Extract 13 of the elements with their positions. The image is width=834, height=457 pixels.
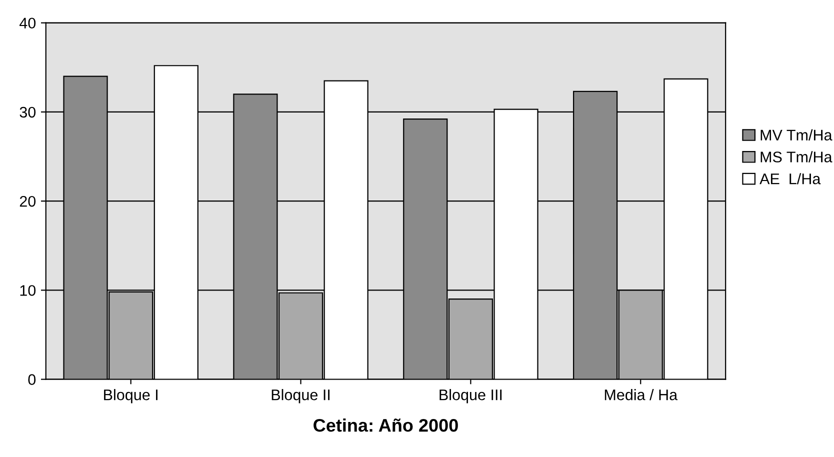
y-tick-label: 20 [20,196,36,207]
text: Cetina: Año 2000 [314,418,458,432]
x-tick-label: Bloque II [272,389,330,404]
y-tick-label: 10 [20,285,36,296]
y-tick-label: 30 [20,106,36,118]
legend-label: MS Tm/Ha [760,151,832,162]
x-tick-label: Media / Ha [604,389,678,400]
legend-label: AE L/Ha [760,173,821,184]
y-tick-label: 0 [28,374,36,385]
x-tick-label: Bloque I [104,389,158,404]
x-tick-label: Bloque III [440,389,502,404]
legend-label: MV Tm/Ha [760,129,832,141]
y-tick-label: 40 [20,18,36,29]
